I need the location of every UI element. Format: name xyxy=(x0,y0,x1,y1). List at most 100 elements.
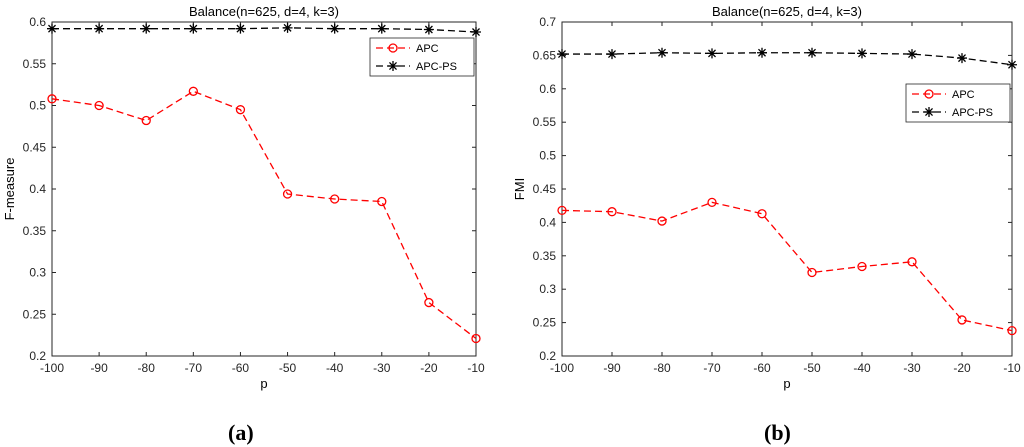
chart-b-ytick-label: 0.3 xyxy=(539,282,556,296)
chart-a-series-apc-point xyxy=(377,196,387,207)
chart-a-legend-box xyxy=(369,37,475,77)
chart-b-xtick-label: -20 xyxy=(953,361,971,375)
chart-a-ytick-label: 0.5 xyxy=(29,99,46,113)
chart-a-xtick-label: -20 xyxy=(420,361,438,375)
chart-a-series-apc-ps-point xyxy=(235,23,246,34)
chart-b-ytick-label: 0.2 xyxy=(539,349,556,363)
chart-a-xtick-label: -10 xyxy=(467,361,485,375)
chart-a-series-apc-ps-point xyxy=(141,23,152,34)
chart-b-ytick-label: 0.6 xyxy=(539,82,556,96)
chart-a-series-apc-ps-point xyxy=(188,23,199,34)
chart-a-series-apc-line xyxy=(51,90,477,339)
chart-b-legend: APC APC-PS xyxy=(905,83,1011,123)
chart-b-ytick-label: 0.35 xyxy=(533,249,557,263)
panel-label-a: (a) xyxy=(228,420,254,445)
chart-a-series-apc-ps-point xyxy=(94,23,105,34)
chart-b-xtick-label: -70 xyxy=(703,361,721,375)
chart-b-series-apc-line xyxy=(561,201,1013,332)
chart-a-series-apc-ps-point xyxy=(376,23,387,34)
chart-b-svg: Balance(n=625, d=4, k=3) -100 -90 -80 -70 -60… xyxy=(512,4,1021,391)
chart-b-legend-marker xyxy=(924,89,934,99)
chart-b-series-apc-ps-point xyxy=(657,47,667,58)
chart-a-series-apc-point xyxy=(235,105,246,115)
chart-b-xtick-label: -100 xyxy=(550,361,574,375)
chart-b-legend-marker xyxy=(924,107,934,117)
chart-b-y-axis-label: FMI xyxy=(512,178,527,200)
chart-a-series-apc-point xyxy=(282,189,293,199)
chart-a-series-apc-ps-point xyxy=(329,23,340,34)
chart-a: Balance(n=625, d=4, k=3) -100 -90 -80 -70 -60… xyxy=(2,4,485,391)
chart-a-series-apc-point xyxy=(424,297,434,308)
chart-b-ytick-label: 0.7 xyxy=(539,15,556,29)
chart-a-series-apc-point xyxy=(141,115,151,126)
chart-a-ytick-label: 0.55 xyxy=(23,57,47,71)
chart-a-ytick-label: 0.35 xyxy=(23,224,47,238)
chart-b-series-apc-point xyxy=(907,257,917,267)
chart-b-series-apc-ps-point xyxy=(807,47,817,58)
chart-b-series-apc-ps-point xyxy=(707,48,717,59)
chart-a-x-axis-label: p xyxy=(260,376,267,391)
chart-b-series-apc xyxy=(557,197,1017,336)
chart-a-legend-marker xyxy=(388,61,398,71)
chart-a-ytick-label: 0.6 xyxy=(29,15,46,29)
chart-a-series-apc-point xyxy=(94,100,104,111)
chart-a-series-apc-ps-point xyxy=(282,22,293,33)
chart-b-xtick-label: -90 xyxy=(603,361,621,375)
chart-a-legend-marker xyxy=(388,43,398,53)
chart-b-series-apc-point xyxy=(957,315,967,325)
chart-a-xtick-label: -100 xyxy=(40,361,64,375)
chart-a-series-apc-ps-line xyxy=(52,27,477,33)
chart-b-series-apc-ps-point xyxy=(857,48,867,59)
chart-a-xtick-label: -30 xyxy=(373,361,391,375)
chart-a-xtick-label: -90 xyxy=(90,361,108,375)
chart-b-series-apc-point xyxy=(807,267,817,278)
chart-a-series-apc-point xyxy=(47,94,57,104)
chart-a-xtick-label: -60 xyxy=(232,361,250,375)
chart-b-series-apc-point xyxy=(607,207,617,217)
chart-a-xtick-label: -80 xyxy=(138,361,156,375)
chart-b-xtick-label: -30 xyxy=(903,361,921,375)
chart-a-y-axis-label: F-measure xyxy=(2,158,17,221)
chart-b-series-apc-ps-point xyxy=(607,49,617,60)
chart-b-series-apc-point xyxy=(757,209,767,219)
chart-b-ytick-label: 0.45 xyxy=(533,182,557,196)
chart-a-series-apc-ps-point xyxy=(47,23,57,34)
chart-a-xtick-label: -50 xyxy=(279,361,297,375)
chart-a-series-apc-point xyxy=(471,333,481,344)
chart-b-ytick-label: 0.4 xyxy=(539,215,556,229)
chart-b-ytick-label: 0.55 xyxy=(533,115,557,129)
chart-b-plot-area xyxy=(561,21,1013,357)
chart-b-series-apc-point xyxy=(657,216,667,226)
chart-b-xtick-label: -60 xyxy=(753,361,771,375)
chart-b-xtick-label: -10 xyxy=(1003,361,1021,375)
chart-a-series-apc-point xyxy=(188,86,198,96)
chart-b-xtick-label: -40 xyxy=(853,361,871,375)
chart-a-legend-label: APC-PS xyxy=(416,61,457,73)
chart-b-ytick-label: 0.65 xyxy=(533,48,557,62)
chart-a-series-apc-ps-point xyxy=(471,27,481,38)
chart-b-series-apc-ps xyxy=(557,47,1017,70)
chart-a-ytick-label: 0.2 xyxy=(29,349,46,363)
chart-b-xtick-label: -80 xyxy=(653,361,671,375)
chart-a-series-apc-ps-point xyxy=(423,24,434,35)
chart-a-xtick-label: -70 xyxy=(185,361,203,375)
chart-b-series-apc-point xyxy=(857,261,867,272)
chart-b-series-apc-ps-point xyxy=(557,49,567,60)
chart-a-ytick-label: 0.45 xyxy=(23,140,47,154)
chart-b-x-axis-label: p xyxy=(783,376,790,391)
chart-b-legend-box xyxy=(905,83,1011,123)
chart-b-series-apc-ps-line xyxy=(562,52,1013,66)
chart-a-ytick-label: 0.25 xyxy=(23,307,47,321)
chart-b-legend-label: APC-PS xyxy=(952,107,993,119)
chart-b-series-apc-ps-point xyxy=(957,53,967,64)
chart-a-series-apc-ps xyxy=(47,22,481,38)
chart-a-series-apc xyxy=(47,86,481,344)
chart-b-series-apc-point xyxy=(707,197,717,208)
chart-a-title: Balance(n=625, d=4, k=3) xyxy=(189,4,339,19)
chart-b-legend-label: APC xyxy=(952,89,975,101)
chart-a-legend: APC APC-PS xyxy=(369,37,475,77)
chart-b-series-apc-point xyxy=(557,205,567,216)
chart-a-legend-label: APC xyxy=(416,43,439,55)
chart-b-series-apc-ps-point xyxy=(1007,59,1017,70)
chart-b-ytick-label: 0.5 xyxy=(539,149,556,163)
